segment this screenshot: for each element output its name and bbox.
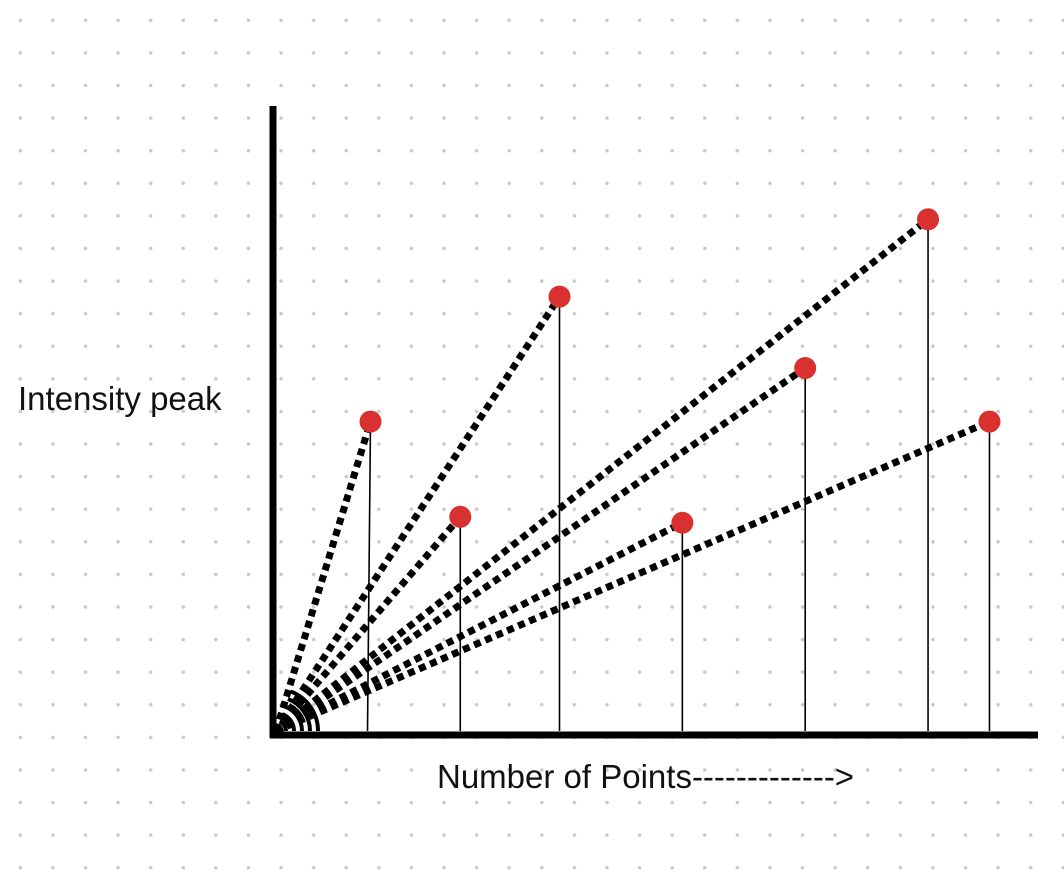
origin-arc	[278, 719, 289, 732]
y-axis-label: Intensity peak	[18, 380, 222, 417]
ray-line	[273, 216, 931, 734]
peak-marker	[978, 410, 1001, 433]
ray-line	[273, 294, 563, 733]
ray-line	[274, 418, 991, 735]
peak-marker	[359, 410, 382, 433]
peak-markers	[359, 208, 1001, 534]
peak-marker	[794, 357, 817, 380]
ray-line	[274, 365, 808, 734]
ray-line	[272, 420, 374, 733]
origin-arcs	[278, 689, 321, 732]
peak-marker	[449, 505, 472, 528]
peak-marker	[548, 285, 571, 308]
origin-arc	[284, 704, 305, 732]
stem-lines	[366, 219, 991, 732]
ray-line	[274, 519, 684, 735]
origin-arc	[289, 689, 321, 732]
ray-lines	[272, 216, 991, 735]
x-axis-label: Number of Points------------->	[437, 758, 855, 795]
origin-arc	[281, 712, 297, 732]
peak-marker	[671, 511, 694, 534]
stem-line	[366, 421, 372, 732]
peak-marker	[917, 208, 940, 231]
origin-arc	[287, 697, 313, 732]
